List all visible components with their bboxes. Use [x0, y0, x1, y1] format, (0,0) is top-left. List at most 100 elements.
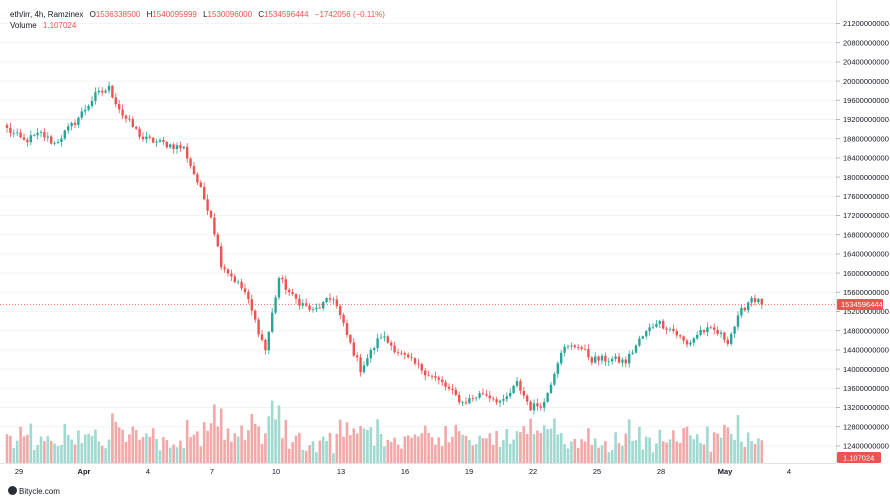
last-volume-tag: 1.107024 [837, 452, 881, 463]
volume-bar [675, 441, 679, 463]
candle-body [345, 323, 349, 335]
volume-bar [559, 433, 563, 463]
candle-body [128, 118, 131, 120]
candle-body [502, 399, 505, 401]
candle-body [16, 132, 19, 134]
candle-body [570, 345, 573, 347]
volume-bar [553, 418, 556, 463]
volume-bar [9, 435, 12, 463]
volume-bar [644, 436, 648, 463]
volume-bar [648, 437, 651, 463]
candle-body [356, 355, 359, 358]
volume-bar [270, 400, 274, 463]
volume-bar [315, 452, 318, 463]
volume-bar [508, 443, 512, 463]
volume-bar [70, 439, 73, 463]
volume-bar [219, 408, 223, 463]
candle-body [553, 373, 556, 385]
price-tick-label: 17200000000 [843, 211, 889, 220]
price-axis[interactable]: 12400000000 12800000000 13200000000 1360000… [836, 19, 889, 451]
candle-body [478, 393, 481, 398]
candle-body [631, 352, 634, 355]
candle-body [407, 354, 410, 358]
candle-body [77, 117, 80, 125]
last-price-label: 1534596444 [841, 300, 883, 309]
price-tick-label: 18800000000 [843, 134, 889, 143]
candle-body [254, 310, 257, 320]
volume-bar [495, 430, 498, 463]
candle-body [213, 217, 216, 235]
volume-bar [124, 441, 128, 463]
price-tick-label: 16000000000 [843, 269, 889, 278]
candle-body [662, 320, 665, 329]
candle-body [216, 234, 219, 247]
candle-body [101, 90, 104, 93]
candle-body [587, 349, 590, 358]
volume-bar [145, 433, 148, 463]
volume-bar [253, 423, 257, 463]
candle-body [611, 358, 614, 362]
volume-bar [274, 419, 277, 463]
volume-bar [308, 445, 311, 463]
volume-bar [723, 424, 726, 463]
volume-bar [661, 441, 665, 463]
volume-bar [318, 440, 322, 463]
price-tick-label: 14400000000 [843, 346, 889, 355]
candle-body [549, 384, 553, 393]
volume-bar [753, 443, 757, 463]
candle-body [56, 141, 60, 143]
price-tick-label: 14800000000 [843, 326, 889, 335]
candle-body [730, 333, 733, 344]
candle-body [53, 142, 56, 144]
footer-brand[interactable]: Bitycle.com [8, 486, 60, 496]
volume-bar [100, 445, 104, 463]
candle-body [757, 298, 760, 303]
price-tick-label: 12400000000 [843, 442, 889, 451]
volume-bar [434, 444, 437, 463]
candle-body [495, 399, 498, 403]
volume-bar [94, 429, 97, 463]
volume-bar [726, 427, 730, 463]
candle-body [145, 136, 148, 140]
candle-body [237, 281, 240, 283]
candle-body [322, 302, 325, 309]
volume-bar [668, 439, 672, 463]
candle-body [726, 339, 729, 344]
candle-body [298, 298, 301, 306]
time-tick-label: 10 [272, 467, 280, 476]
candle-body [719, 332, 723, 334]
volume-bar [692, 439, 696, 463]
candle-body [135, 126, 138, 129]
time-axis[interactable]: 29 Apr 4 7 10 13 16 19 22 25 28 May 4 [15, 467, 791, 476]
candle-body [60, 138, 63, 142]
volume-bar [410, 437, 413, 463]
time-tick-label: 16 [401, 467, 409, 476]
candle-body [281, 277, 284, 280]
volume-bar [760, 440, 764, 463]
candle-body [226, 269, 230, 274]
candle-body [80, 111, 83, 118]
candle-body [699, 330, 702, 335]
volume-bar [685, 426, 689, 463]
candle-body [121, 109, 124, 116]
volume-bar [128, 434, 131, 463]
volume-bar [376, 419, 379, 463]
candle-body [461, 402, 464, 403]
symbol-label: eth/irr, 4h, Ramzinex [10, 10, 84, 19]
candle-body [563, 346, 566, 353]
candle-body [685, 340, 689, 345]
candle-body [172, 144, 175, 150]
candle-body [665, 328, 668, 330]
candle-body [716, 329, 719, 334]
price-tick-label: 16800000000 [843, 230, 889, 239]
candle-body [318, 307, 321, 309]
volume-bar [202, 422, 206, 463]
volume-bar [355, 433, 359, 463]
candle-body [471, 398, 474, 399]
volume-bar [536, 430, 539, 463]
candle-body [352, 342, 355, 356]
volume-bar [138, 439, 141, 463]
candle-body [679, 335, 682, 337]
volume-bar [539, 433, 543, 463]
